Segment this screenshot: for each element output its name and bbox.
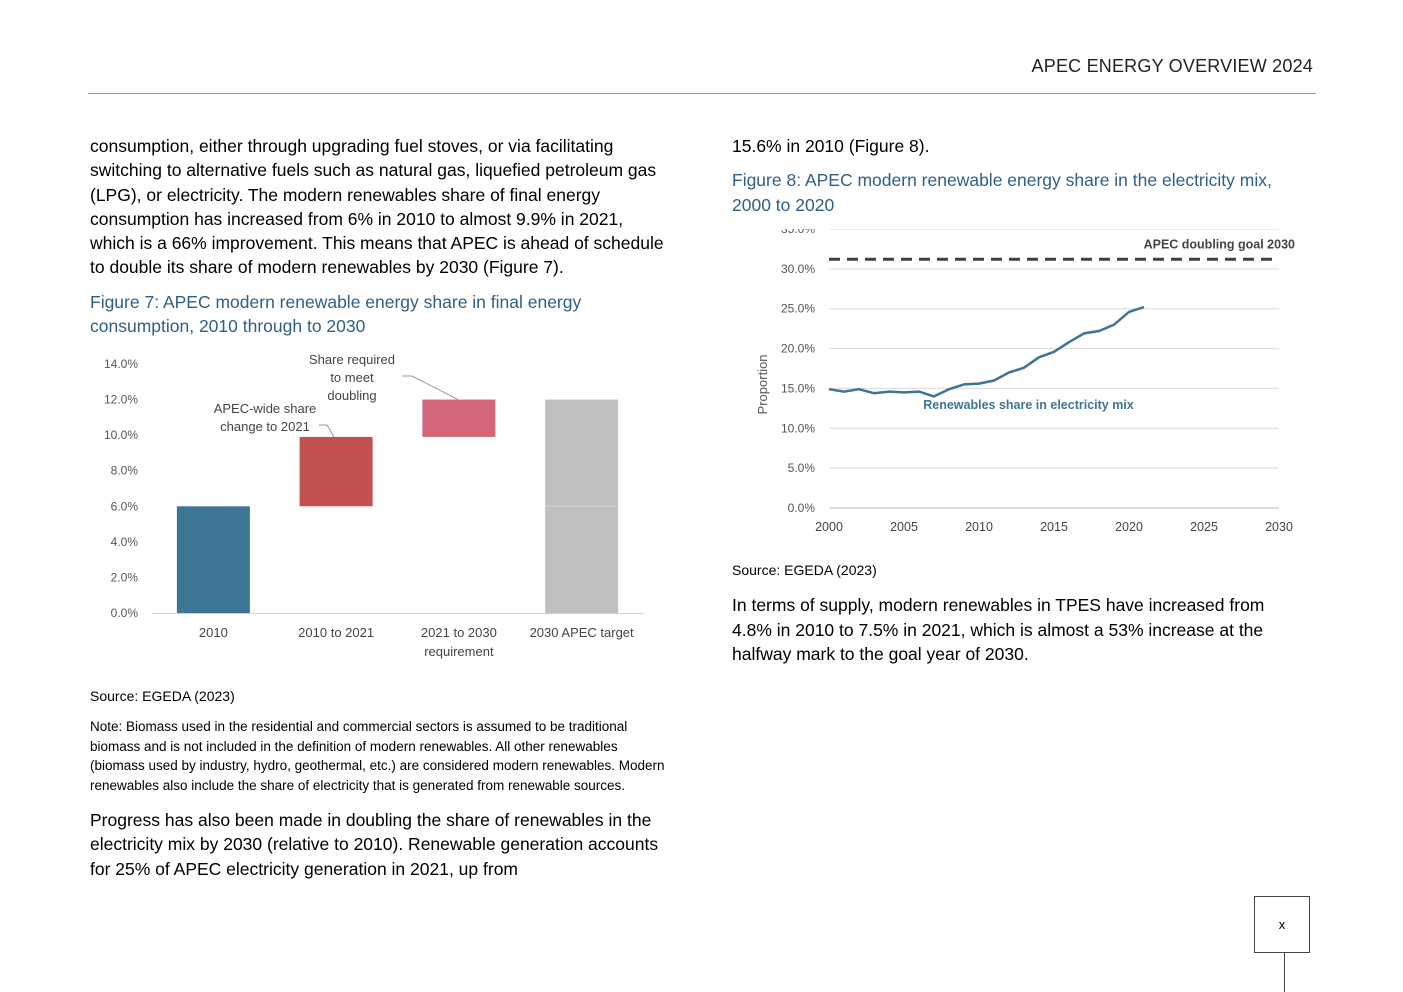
y-tick-label: 5.0% [788,461,816,475]
y-tick-label: 14.0% [104,357,138,371]
annotation-label: to meet [330,370,374,385]
y-tick-label: 8.0% [111,463,139,477]
x-tick-label: 2010 [965,520,993,534]
x-tick-label: 2015 [1040,520,1068,534]
y-tick-label: 35.0% [781,229,815,236]
y-tick-label: 0.0% [111,606,139,620]
figure-8-source: Source: EGEDA (2023) [732,562,877,579]
x-tick-label: 2030 [1265,520,1293,534]
x-tick-label: requirement [424,644,494,659]
y-tick-label: 25.0% [781,302,815,316]
y-axis-label: Proportion [755,355,770,415]
document-header-title: APEC ENERGY OVERVIEW 2024 [1031,56,1313,76]
y-tick-label: 20.0% [781,342,815,356]
annotation-leader-line [402,375,459,400]
bar [299,436,373,507]
page-number: x [1278,917,1286,932]
figure-7-chart: 0.0% 2.0% 4.0% 6.0% 8.0% 10.0% 12.0% 14.0% 2010 2… [104,352,643,659]
x-tick-label: 2005 [890,520,918,534]
page-number-box: x [1254,896,1310,953]
bar [422,399,496,437]
figure-7-source: Source: EGEDA (2023) [90,687,235,704]
header-divider [88,93,1316,94]
figure-8-caption: Figure 8: APEC modern renewable energy s… [732,170,1272,215]
x-tick-label: 2010 [199,625,228,640]
y-tick-label: 0.0% [788,501,816,515]
figure-7-caption: Figure 7: APEC modern renewable energy s… [90,291,582,337]
body-paragraph-2: Progress has also been made in doubling … [90,809,659,879]
annotation-leader-line [319,424,335,437]
left-column: consumption, either through upgrading fu… [90,134,680,881]
y-tick-label: 12.0% [104,392,138,406]
y-tick-label: 10.0% [104,428,138,442]
annotation-label: doubling [327,388,376,403]
body-paragraph-1: consumption, either through upgrading fu… [90,136,664,278]
series-label: Renewables share in electricity mix [923,398,1134,412]
y-tick-label: 2.0% [111,570,139,584]
y-tick-label: 4.0% [111,535,139,549]
figure-8-chart: 0.0% 5.0% 10.0% 15.0% 20.0% 25.0% 30.0% 35.0% 20… [755,229,1295,534]
y-tick-label: 6.0% [111,499,139,513]
bar [176,506,250,613]
x-tick-label: 2025 [1190,520,1218,534]
x-tick-label: 2000 [815,520,843,534]
figure-7-note: Note: Biomass used in the residential an… [90,718,665,794]
x-tick-label: 2010 to 2021 [298,625,374,640]
body-paragraph-continued: 15.6% in 2010 (Figure 8). [732,136,930,156]
right-column: 15.6% in 2010 (Figure 8). Figure 8: APEC… [732,134,1322,666]
annotation-label: change to 2021 [220,419,310,434]
series-line [828,306,1145,398]
goal-line-label: APEC doubling goal 2030 [1144,238,1295,252]
y-tick-label: 30.0% [781,262,815,276]
y-tick-label: 15.0% [781,382,815,396]
body-paragraph-3: In terms of supply, modern renewables in… [732,595,1265,664]
x-tick-label: 2030 APEC target [530,625,634,640]
annotation-label: Share required [309,352,395,367]
annotation-label: APEC-wide share [214,401,317,416]
page-number-stem [1284,953,1285,992]
x-tick-label: 2020 [1115,520,1143,534]
x-tick-label: 2021 to 2030 [421,625,497,640]
y-tick-label: 10.0% [781,422,815,436]
